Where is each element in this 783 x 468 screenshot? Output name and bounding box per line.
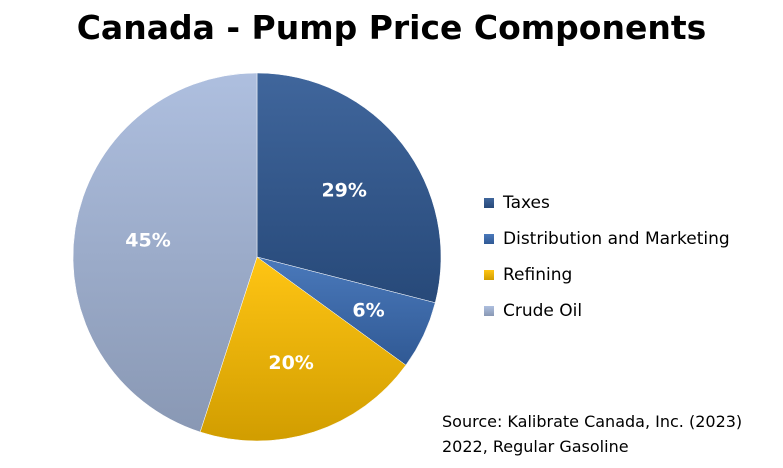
slice-label-crude-oil: 45% [125, 230, 170, 252]
legend-swatch [484, 198, 494, 208]
legend-label: Crude Oil [503, 301, 583, 321]
pie-slice-crude-oil [72, 72, 258, 433]
legend-swatch [484, 306, 494, 316]
chart-title: Canada - Pump Price Components [76, 8, 707, 47]
slice-label-taxes: 29% [321, 179, 366, 201]
legend-label: Taxes [503, 193, 550, 213]
pie-slice-refining [199, 256, 407, 442]
pie-slice-taxes [256, 72, 442, 304]
slice-label-distribution-and-marketing: 6% [352, 300, 384, 322]
source-note: Source: Kalibrate Canada, Inc. (2023) 20… [442, 409, 742, 459]
source-detail: 2022, Regular Gasoline [442, 437, 629, 456]
legend-swatch [484, 270, 494, 280]
legend-item-distribution-and-marketing: Distribution and Marketing [484, 221, 730, 257]
legend-item-refining: Refining [484, 257, 730, 293]
source-line: Source: Kalibrate Canada, Inc. (2023) [442, 412, 743, 431]
legend-swatch [484, 234, 494, 244]
legend: Taxes Distribution and Marketing Refining C… [484, 185, 730, 329]
legend-label: Distribution and Marketing [503, 229, 730, 249]
legend-item-taxes: Taxes [484, 185, 730, 221]
legend-item-crude-oil: Crude Oil [484, 293, 730, 329]
slice-label-refining: 20% [268, 352, 313, 374]
legend-label: Refining [503, 265, 573, 285]
